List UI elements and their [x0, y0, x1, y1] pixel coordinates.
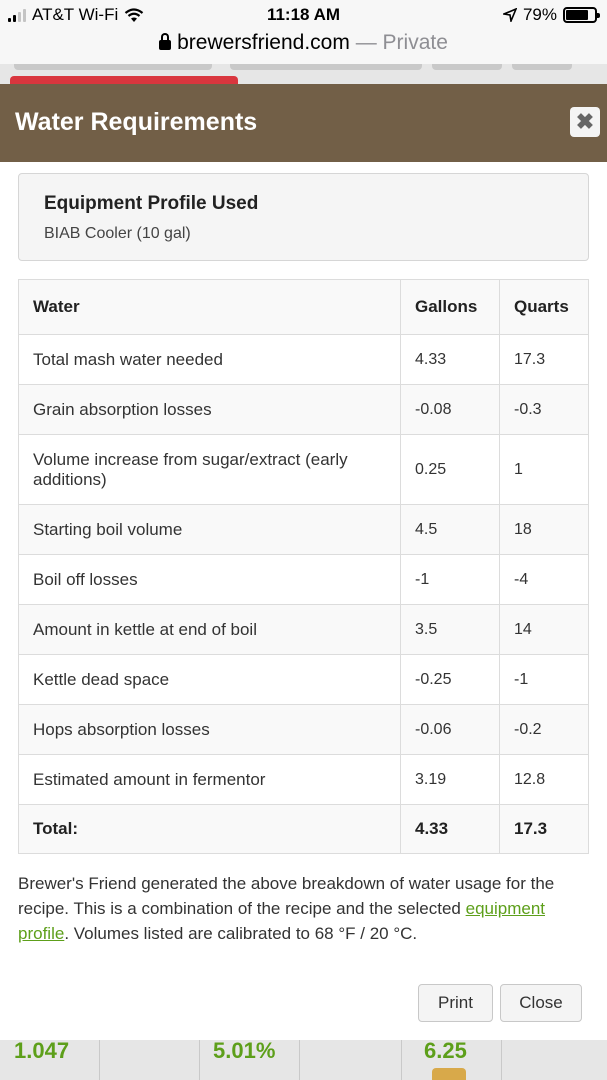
row-gallons: -1 — [400, 554, 500, 605]
background-stat-abv: 5.01% — [213, 1038, 276, 1063]
row-label: Amount in kettle at end of boil — [18, 604, 401, 655]
background-stat-gravity: 1.047 — [14, 1038, 70, 1063]
battery-icon — [563, 7, 600, 23]
row-label: Grain absorption losses — [18, 384, 401, 435]
row-gallons: -0.25 — [400, 654, 500, 705]
row-quarts: -0.2 — [499, 704, 589, 755]
private-mode-label: — Private — [355, 31, 448, 54]
row-label: Volume increase from sugar/extract (earl… — [18, 434, 401, 505]
table-row: Estimated amount in fermentor 3.19 12.8 — [18, 754, 589, 805]
location-arrow-icon — [502, 8, 517, 22]
row-gallons: 4.5 — [400, 504, 500, 555]
background-red-button — [10, 76, 238, 86]
row-gallons: 0.25 — [400, 434, 500, 505]
signal-icon — [8, 8, 26, 22]
status-bar: AT&T Wi-Fi 11:18 AM 79% — [0, 0, 607, 30]
note-text-start: Brewer's Friend generated the above brea… — [18, 874, 555, 918]
row-label: Kettle dead space — [18, 654, 401, 705]
table-row: Boil off losses -1 -4 — [18, 554, 589, 605]
row-quarts: 14 — [499, 604, 589, 655]
row-gallons: 4.33 — [400, 334, 500, 385]
row-label: Boil off losses — [18, 554, 401, 605]
row-quarts: -0.3 — [499, 384, 589, 435]
equipment-profile-value: BIAB Cooler (10 gal) — [44, 225, 191, 242]
background-page-top — [0, 64, 607, 86]
table-row: Total mash water needed 4.33 17.3 — [18, 334, 589, 385]
row-label: Hops absorption losses — [18, 704, 401, 755]
modal-body: Equipment Profile Used BIAB Cooler (10 g… — [0, 162, 607, 1040]
url-domain: brewersfriend.com — [177, 31, 350, 54]
carrier-label: AT&T Wi-Fi — [32, 5, 119, 24]
column-header-water: Water — [18, 279, 401, 335]
row-quarts: -1 — [499, 654, 589, 705]
total-quarts: 17.3 — [499, 804, 589, 854]
column-header-quarts: Quarts — [499, 279, 589, 335]
table-row: Amount in kettle at end of boil 3.5 14 — [18, 604, 589, 655]
row-gallons: -0.06 — [400, 704, 500, 755]
row-quarts: 18 — [499, 504, 589, 555]
modal-title: Water Requirements — [15, 108, 258, 136]
row-label: Starting boil volume — [18, 504, 401, 555]
water-usage-note: Brewer's Friend generated the above brea… — [18, 871, 590, 946]
wifi-icon — [125, 7, 144, 22]
table-row: Kettle dead space -0.25 -1 — [18, 654, 589, 705]
water-requirements-table: Water Gallons Quarts Total mash water ne… — [18, 279, 589, 854]
total-label: Total: — [18, 804, 401, 854]
status-time: 11:18 AM — [266, 5, 341, 24]
close-icon[interactable]: ✖ — [570, 107, 600, 137]
beer-mug-icon — [432, 1068, 466, 1080]
background-stats-bar: 1.047 5.01% 6.25 — [0, 1038, 607, 1080]
row-quarts: 1 — [499, 434, 589, 505]
column-header-gallons: Gallons — [400, 279, 500, 335]
row-gallons: 3.19 — [400, 754, 500, 805]
row-quarts: 17.3 — [499, 334, 589, 385]
battery-level — [566, 10, 589, 20]
row-quarts: 12.8 — [499, 754, 589, 805]
equipment-profile-label: Equipment Profile Used — [44, 193, 259, 214]
row-gallons: 3.5 — [400, 604, 500, 655]
background-stat-srm: 6.25 — [424, 1038, 467, 1063]
address-bar[interactable]: brewersfriend.com — Private — [0, 30, 607, 64]
row-label: Total mash water needed — [18, 334, 401, 385]
lock-icon — [159, 33, 172, 50]
modal-header: Water Requirements — [0, 84, 607, 162]
table-row: Grain absorption losses -0.08 -0.3 — [18, 384, 589, 435]
row-gallons: -0.08 — [400, 384, 500, 435]
table-row: Hops absorption losses -0.06 -0.2 — [18, 704, 589, 755]
equipment-profile-link[interactable]: equipment profile — [18, 899, 546, 943]
equipment-profile-panel: Equipment Profile Used BIAB Cooler (10 g… — [18, 173, 589, 261]
battery-percent: 79% — [522, 5, 557, 24]
note-text-end: . Volumes listed are calibrated to 68 °F… — [64, 924, 418, 943]
print-button[interactable]: Print — [418, 984, 493, 1022]
row-label: Estimated amount in fermentor — [18, 754, 401, 805]
table-total-row: Total: 4.33 17.3 — [18, 804, 589, 854]
total-gallons: 4.33 — [400, 804, 500, 854]
row-quarts: -4 — [499, 554, 589, 605]
table-row: Starting boil volume 4.5 18 — [18, 504, 589, 555]
table-row: Volume increase from sugar/extract (earl… — [18, 434, 589, 505]
close-button[interactable]: Close — [500, 984, 582, 1022]
